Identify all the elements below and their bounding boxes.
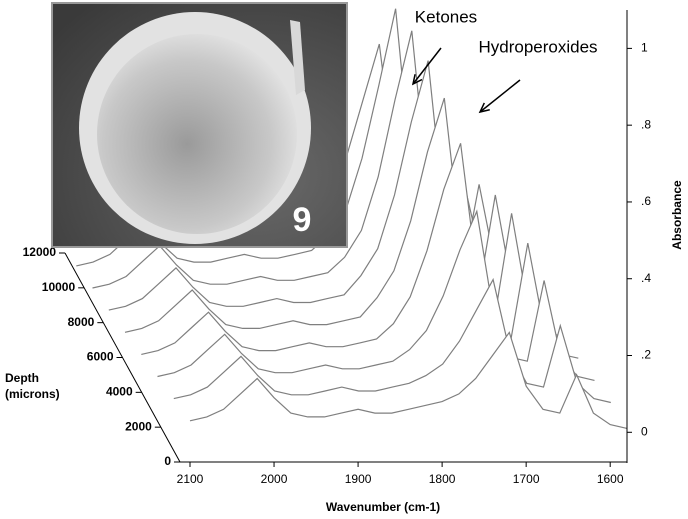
x-tick-label: 2000 [261, 472, 288, 486]
annotation: Hydroperoxides [478, 37, 597, 56]
y-tick-label: 1 [641, 41, 648, 55]
x-axis-label: Wavenumber (cm-1) [326, 500, 440, 514]
x-tick-label: 2100 [177, 472, 204, 486]
annotation: Ketones [415, 7, 477, 26]
z-tick-label: 10000 [42, 280, 76, 294]
y-tick-label: .8 [641, 117, 651, 131]
photo-label: 9 [293, 201, 312, 239]
spectrum [189, 331, 628, 429]
cup-fragment [290, 20, 305, 95]
z-axis-label: (microns) [5, 387, 60, 401]
y-tick-label: .4 [641, 271, 651, 285]
photo-inset: 9 [51, 2, 348, 248]
z-axis-label: Depth [5, 371, 39, 385]
annotation-arrowhead [411, 74, 423, 86]
y-axis-label: Absorbance [670, 180, 684, 250]
annotation-arrow [479, 79, 521, 113]
spectrum [157, 209, 595, 381]
z-tick-label: 4000 [106, 385, 133, 399]
x-tick-label: 1800 [429, 472, 456, 486]
annotation-arrowhead [478, 102, 490, 114]
y-tick-label: 0 [641, 424, 648, 438]
x-tick-label: 1700 [513, 472, 540, 486]
z-tick-label: 8000 [68, 315, 95, 329]
x-tick-label: 1900 [345, 472, 372, 486]
spectrum-mask [190, 332, 627, 473]
z-tick-label: 2000 [125, 419, 152, 433]
z-tick-label: 0 [164, 454, 171, 468]
z-tick-label: 6000 [87, 350, 114, 364]
spectrum [173, 277, 611, 404]
y-tick-label: .2 [641, 348, 651, 362]
plot-area: 2100 2000 1900 1800 1700 1600 0 .2 .4 .6 .8 1 0 2000 4… [23, 8, 651, 486]
cup-bowl [97, 34, 297, 234]
y-tick-label: .6 [641, 194, 651, 208]
z-tick-label: 12000 [23, 245, 57, 259]
annotation-arrow [412, 47, 442, 85]
x-tick-label: 1600 [597, 472, 624, 486]
